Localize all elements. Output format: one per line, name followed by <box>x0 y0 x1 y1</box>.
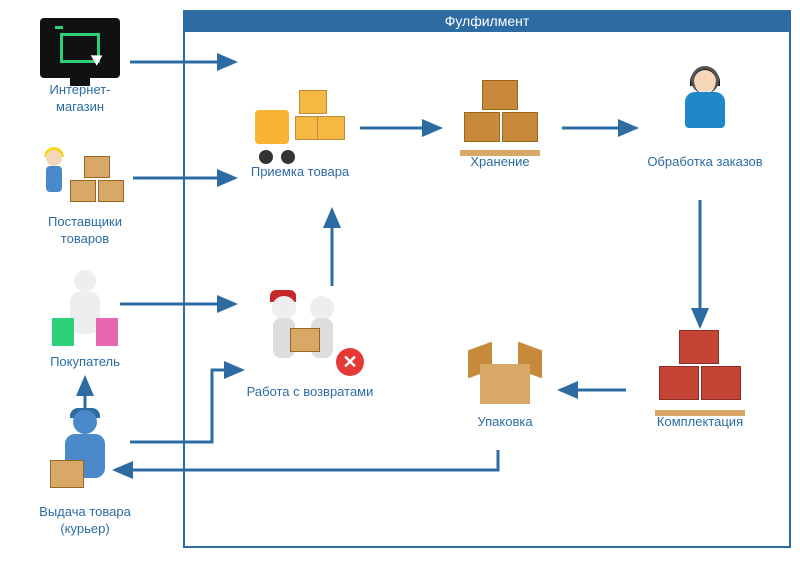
returns-icon: ✕ <box>260 290 360 380</box>
node-returns: ✕ Работа с возвратами <box>245 290 375 401</box>
forklift-icon <box>255 80 345 160</box>
node-courier: Выдача товара (курьер) <box>35 410 135 538</box>
monitor-icon <box>40 18 120 78</box>
node-picking: Комплектация <box>630 330 770 431</box>
node-shop: Интернет-магазин <box>30 18 130 116</box>
node-storage: Хранение <box>440 80 560 171</box>
label-picking: Комплектация <box>657 414 743 431</box>
label-buyer: Покупатель <box>50 354 120 371</box>
node-suppliers: Поставщики товаров <box>30 140 140 248</box>
suppliers-icon <box>40 140 130 210</box>
node-receiving: Приемка товара <box>240 80 360 181</box>
label-courier: Выдача товара (курьер) <box>35 504 135 538</box>
stop-icon: ✕ <box>336 348 364 376</box>
node-orders: Обработка заказов <box>640 70 770 171</box>
packing-icon <box>470 340 540 410</box>
fulfillment-header: Фулфилмент <box>183 10 791 32</box>
label-packing: Упаковка <box>477 414 532 431</box>
label-storage: Хранение <box>470 154 529 171</box>
node-packing: Упаковка <box>450 340 560 431</box>
operator-icon <box>670 70 740 150</box>
courier-icon <box>50 410 120 500</box>
label-receiving: Приемка товара <box>251 164 349 181</box>
label-suppliers: Поставщики товаров <box>30 214 140 248</box>
label-returns: Работа с возвратами <box>247 384 374 401</box>
buyer-icon <box>50 270 120 350</box>
node-buyer: Покупатель <box>40 270 130 371</box>
storage-icon <box>460 80 540 150</box>
label-orders: Обработка заказов <box>647 154 762 171</box>
label-shop: Интернет-магазин <box>30 82 130 116</box>
picking-icon <box>655 330 745 410</box>
